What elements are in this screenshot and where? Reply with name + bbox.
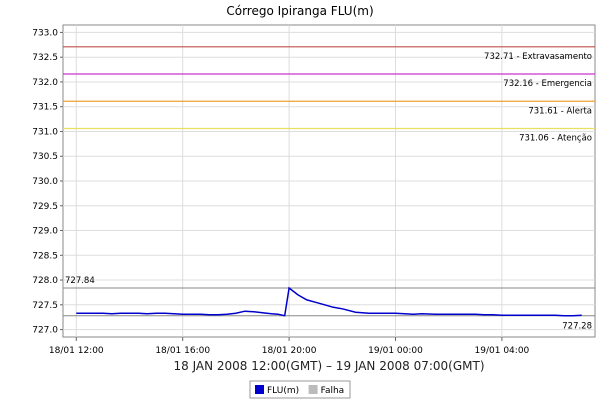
y-tick-label: 731.0	[32, 127, 58, 137]
threshold-layer: 732.71 - Extravasamento 732.16 - Emergenc…	[63, 46, 595, 332]
legend-swatch	[255, 385, 264, 394]
y-tick-label: 727.5	[32, 301, 58, 311]
y-tick-label: 732.0	[32, 78, 58, 88]
series-layer	[76, 286, 582, 317]
y-tick-label: 730.5	[32, 152, 58, 162]
x-tick-label: 18/01 16:00	[155, 346, 210, 356]
y-tick-label: 731.5	[32, 103, 58, 113]
axis-layer: 727.0 727.5 728.0 728.5 729.0 729.5 730.0 730.5…	[32, 28, 529, 356]
x-axis-label: 18 JAN 2008 12:00(GMT) – 19 JAN 2008 07:…	[173, 359, 484, 373]
legend: FLU(m) Falha	[249, 380, 351, 399]
reference-label: 727.84	[65, 276, 95, 286]
threshold-label: 731.06 - Atenção	[519, 134, 592, 144]
legend-box	[249, 380, 351, 399]
y-tick-label: 729.0	[32, 227, 58, 237]
x-tick-label: 18/01 12:00	[49, 346, 104, 356]
grid-layer	[63, 25, 595, 337]
threshold-label: 731.61 - Alerta	[528, 106, 592, 116]
x-tick-label: 18/01 20:00	[262, 346, 317, 356]
y-tick-label: 732.5	[32, 53, 58, 63]
legend-label: Falha	[321, 386, 345, 396]
chart-title: Córrego Ipiranga FLU(m)	[226, 4, 373, 18]
y-tick-label: 729.5	[32, 202, 58, 212]
y-tick-label: 730.0	[32, 177, 58, 187]
x-tick-label: 19/01 00:00	[368, 346, 423, 356]
series-line	[76, 286, 582, 317]
y-tick-label: 728.0	[32, 276, 58, 286]
y-tick-label: 728.5	[32, 251, 58, 261]
threshold-label: 732.71 - Extravasamento	[484, 52, 592, 62]
y-tick-label: 727.0	[32, 326, 58, 336]
x-tick-label: 19/01 04:00	[475, 346, 530, 356]
reference-label: 727.28	[562, 322, 592, 332]
legend-swatch	[308, 385, 318, 394]
threshold-label: 732.16 - Emergencia	[503, 79, 592, 89]
y-tick-label: 733.0	[32, 28, 58, 38]
legend-label: FLU(m)	[267, 386, 299, 396]
